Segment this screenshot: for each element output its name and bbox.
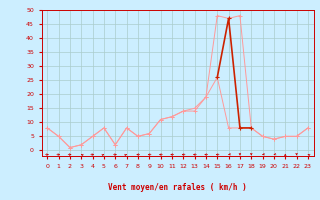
- X-axis label: Vent moyen/en rafales ( km/h ): Vent moyen/en rafales ( km/h ): [108, 183, 247, 192]
